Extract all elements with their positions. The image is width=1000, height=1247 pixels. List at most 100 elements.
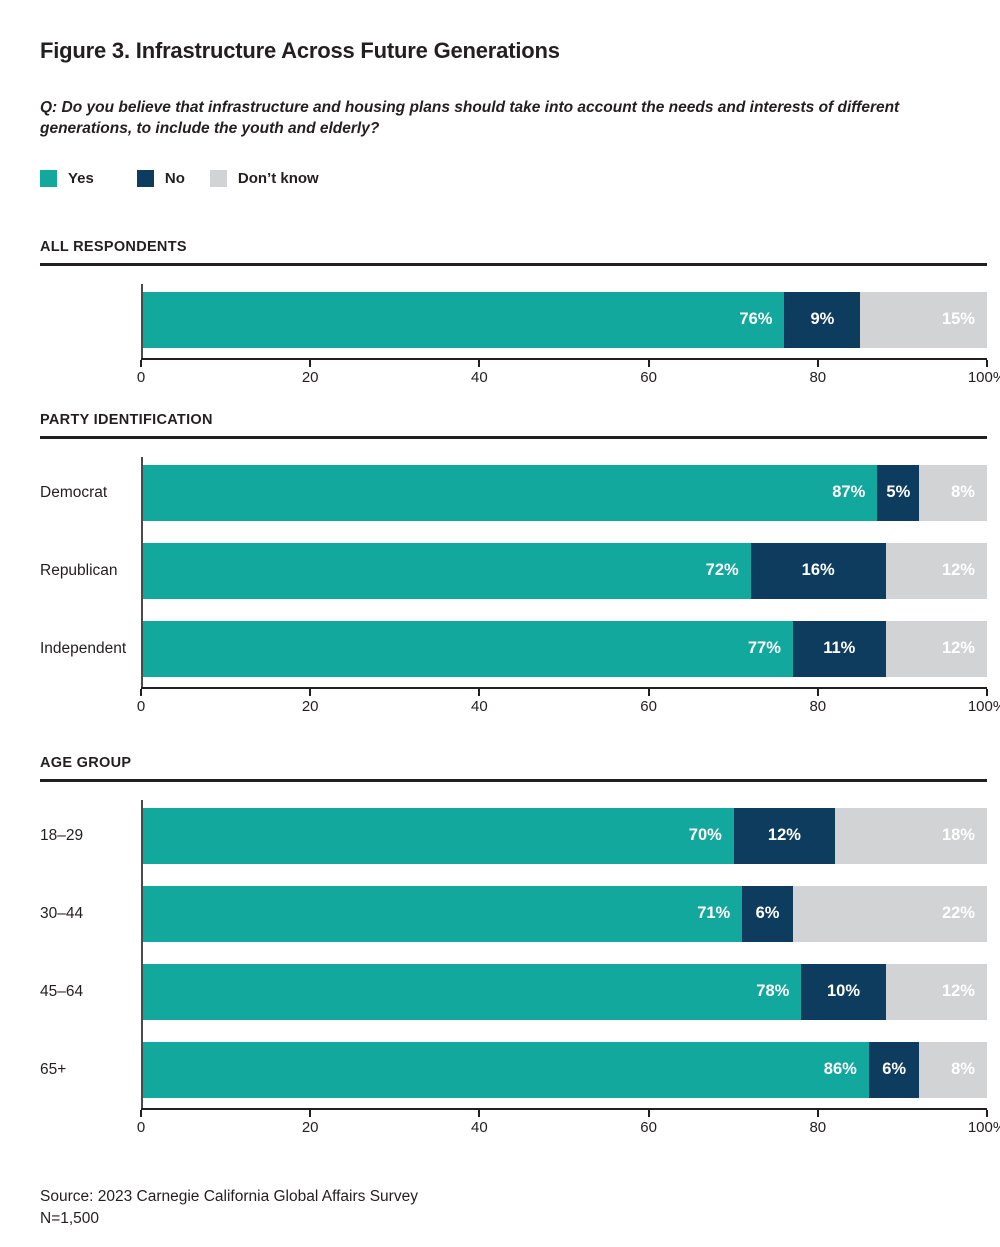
bar-value-label: 12% [941,982,975,1001]
x-tick-label: 60 [640,1118,657,1136]
plot-column: 76% 9% 15% 0 20 40 60 80 100% [137,283,1000,390]
plot-column: 87% 5% 8% 72% 16% 12% 77% 11% 12% 0 20 40 60 80 100% [137,456,1000,719]
row-label [40,292,141,348]
x-axis-tick [816,359,819,367]
x-tick-label: 80 [809,697,827,715]
x-axis-tick [478,688,481,696]
x-tick-label: 0 [136,1118,146,1136]
chart-party-identification: Democrat Republican Independent 87% 5% 8% 72% 1… [40,456,1000,719]
bar-value-label: 87% [832,483,866,502]
bar-value-label: 78% [756,982,790,1001]
x-axis-tick [309,359,312,367]
plot-area: 76% 9% 15% [141,283,987,358]
stacked-bar-all-respondents: 76% 9% 15% [143,291,987,348]
bar-value-label: 71% [697,904,731,923]
bar-value-label: 22% [941,904,975,923]
row-label: Independent [40,639,127,657]
x-axis-tick [986,1109,988,1117]
legend-item-no: No [136,169,185,187]
x-tick-label: 100% [967,368,1000,386]
stacked-bar-30-44: 71% 6% 22% [143,885,987,942]
x-axis-tick [478,1109,481,1117]
x-tick-label: 40 [471,368,488,386]
section-title: ALL RESPONDENTS [40,239,987,266]
x-axis-labels: 0 20 40 60 80 100% [137,1118,1000,1140]
segment-no: 6% [742,885,793,942]
plot-area: 70% 12% 18% 71% 6% 22% 78% 10% 12% 86% 6% 8% [141,799,987,1108]
x-tick-label: 60 [640,697,657,715]
section-title: PARTY IDENTIFICATION [40,412,987,439]
segment-yes: 87% [143,464,878,521]
plot-area: 87% 5% 8% 72% 16% 12% 77% 11% 12% [141,456,987,687]
legend-swatch-icon [136,169,154,187]
legend-label: Yes [68,169,94,187]
bar-value-label: 16% [801,561,835,580]
bar-value-label: 8% [951,1060,975,1079]
bar-value-label: 6% [755,904,780,923]
segment-no: 5% [877,464,920,521]
segment-dont-know: 18% [835,807,987,864]
row-label: 18–29 [40,826,84,844]
x-tick-label: 20 [301,1118,319,1136]
x-axis-tick [816,688,819,696]
sample-size: N=1,500 [40,1210,100,1228]
row-labels-column [40,284,141,390]
x-tick-label: 60 [640,368,657,386]
bar-value-label: 8% [951,483,975,502]
bar-value-label: 76% [739,310,773,329]
x-axis-tick [140,359,142,367]
segment-yes: 78% [143,963,802,1020]
segment-dont-know: 8% [919,464,987,521]
row-label: 30–44 [40,904,84,922]
segment-no: 12% [733,807,836,864]
bar-value-label: 12% [941,561,975,580]
x-axis-labels: 0 20 40 60 80 100% [137,368,1000,390]
x-axis-tick [309,1109,312,1117]
x-axis [140,357,988,368]
row-label: Republican [40,561,118,579]
x-tick-label: 100% [967,1118,1000,1136]
x-axis-tick [986,359,988,367]
segment-no: 9% [784,291,861,348]
bar-value-label: 18% [941,826,975,845]
x-tick-label: 100% [967,697,1000,715]
x-axis-labels: 0 20 40 60 80 100% [137,697,1000,719]
bar-value-label: 12% [941,639,975,658]
bar-value-label: 77% [747,639,781,658]
x-axis-tick [986,688,988,696]
chart-age-group: 18–29 30–44 45–64 65+ 70% 12% 18% 71% 6% 22% 78% 10… [40,799,1000,1140]
legend: Yes No Don’t know [40,169,987,187]
segment-no: 10% [801,963,886,1020]
row-label: 45–64 [40,982,84,1000]
row-label: Democrat [40,483,108,501]
segment-no: 11% [792,620,886,677]
bar-value-label: 12% [767,826,801,845]
stacked-bar-republican: 72% 16% 12% [143,542,987,599]
segment-yes: 86% [143,1041,869,1098]
charts-container: ALL RESPONDENTS76%9%15%020406080100%PART… [40,239,1000,1140]
section-party-identification: PARTY IDENTIFICATION Democrat Republican In… [40,412,1000,719]
x-axis-tick [140,688,142,696]
stacked-bar-independent: 77% 11% 12% [143,620,987,677]
segment-dont-know: 12% [885,620,987,677]
x-axis-tick [478,359,481,367]
segment-no: 16% [750,542,886,599]
bar-value-label: 5% [886,483,911,502]
row-labels-column: 18–29 30–44 45–64 65+ [40,800,141,1140]
bar-value-label: 9% [810,310,835,329]
bar-value-label: 86% [823,1060,857,1079]
bar-value-label: 72% [705,561,739,580]
segment-yes: 77% [143,620,793,677]
bar-value-label: 11% [823,639,856,658]
bar-value-label: 15% [941,310,975,329]
x-axis [140,686,988,697]
segment-yes: 72% [143,542,751,599]
x-tick-label: 0 [136,697,146,715]
legend-label: Don’t know [237,169,319,187]
x-axis-tick [309,688,312,696]
plot-column: 70% 12% 18% 71% 6% 22% 78% 10% 12% 86% 6% 8% 0 20 40 60… [137,799,1000,1140]
stacked-bar-45-64: 78% 10% 12% [143,963,987,1020]
legend-item-don-t-know: Don’t know [209,169,319,187]
x-tick-label: 0 [136,368,146,386]
source-note: Source: 2023 Carnegie California Global … [40,1186,987,1231]
